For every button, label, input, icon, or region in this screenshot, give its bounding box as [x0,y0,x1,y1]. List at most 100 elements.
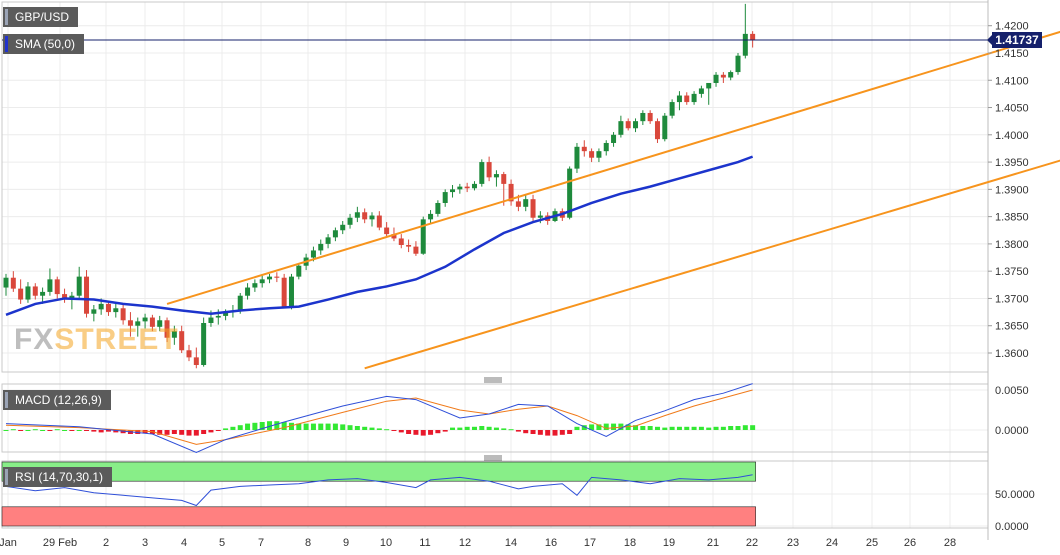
macd-histogram-bar [552,430,558,436]
candle-body [633,121,639,129]
candle-body [62,294,68,299]
x-tick-label: 7 [258,537,264,549]
macd-histogram-bar [10,429,16,431]
x-tick-label: 8 [305,537,311,549]
candle-body [515,201,521,207]
candle-body [471,183,477,189]
macd-histogram-bar [559,430,565,435]
price-tick-label: 1.3800 [995,239,1029,251]
grid-lines [2,2,988,528]
macd-histogram-bar [493,427,499,430]
macd-histogram-bar [252,422,258,430]
candle-body [40,291,46,296]
macd-histogram-bar [515,430,521,432]
x-tick-label: 2 [103,537,109,549]
macd-histogram-bar [274,421,280,430]
watermark-street: STREET [54,323,179,356]
macd-histogram-bar [523,430,529,434]
macd-histogram-bar [479,426,485,430]
candle-body [457,186,463,190]
x-tick-label: 10 [380,537,392,549]
macd-histogram-bar [296,423,302,430]
price-panel-frame [1,1,989,373]
price-tick-label: 1.4100 [995,75,1029,87]
x-tick-label: Jan [0,537,17,549]
rsi-tick-label: 0.0000 [995,521,1029,533]
macd-histogram-bar [654,426,660,430]
candle-body [362,212,368,220]
candle-body [420,219,426,254]
macd-histogram-bar [47,430,53,431]
candle-body [193,357,199,366]
rsi-panel-plot [5,474,753,507]
candle-body [391,234,397,239]
macd-histogram-bar [545,430,551,436]
price-tick-label: 1.4150 [995,48,1029,60]
macd-histogram-bar [486,426,492,430]
macd-histogram-bar [720,426,726,430]
candle-body [486,162,492,178]
x-tick-label: 24 [826,537,838,549]
macd-histogram-bar [354,426,360,430]
candle-body [369,215,375,220]
macd-histogram-bar [567,430,573,434]
candle-body [164,320,170,338]
macd-histogram-bar [398,430,404,433]
macd-histogram-bar [237,425,243,430]
macd-histogram-bar [706,427,712,430]
sma-indicator-label[interactable]: SMA (50,0) [3,34,85,54]
x-tick-label: 25 [866,537,878,549]
macd-histogram-bar [574,426,580,430]
price-tick-label: 1.4050 [995,103,1029,115]
macd-histogram-bar [508,429,514,431]
candle-body [523,199,529,207]
x-tick-label: 23 [787,537,799,549]
macd-histogram-bar [332,423,338,430]
candle-body [223,312,229,316]
macd-histogram-bar [420,430,426,436]
candlesticks [3,3,756,369]
candle-body [501,174,507,184]
macd-panel-frame [1,383,989,453]
price-tick-label: 1.3950 [995,157,1029,169]
macd-indicator-label[interactable]: MACD (12,26,9) [3,390,111,410]
candle-body [625,121,631,129]
macd-histogram-bar [318,423,324,430]
x-tick-label: 14 [505,537,517,549]
candle-body [76,276,82,296]
x-tick-label: 18 [624,537,636,549]
candle-body [18,288,24,300]
macd-histogram-bar [25,430,31,431]
macd-histogram-bar [230,426,236,430]
overlay-lines [2,30,1060,370]
macd-line [5,383,753,453]
macd-histogram-bar [662,427,668,430]
macd-histogram-bar [369,427,375,430]
panel-resize-handles[interactable] [484,377,502,461]
price-tick-label: 1.4000 [995,130,1029,142]
candle-body [347,217,353,225]
macd-histogram-bar [310,423,316,430]
candle-body [142,317,148,322]
candle-body [647,112,653,122]
macd-tick-label: 0.0050 [995,385,1029,397]
macd-tick-label: 0.0000 [995,425,1029,437]
macd-histogram-bar [596,424,602,430]
x-tick-label: 16 [545,537,557,549]
rsi-indicator-label[interactable]: RSI (14,70,30,1) [3,467,113,487]
x-tick-label: 21 [707,537,719,549]
macd-histogram-bar [684,426,690,430]
candle-body [201,322,207,366]
macd-histogram-bar [633,425,639,430]
candle-body [611,134,617,143]
candle-body [259,279,265,284]
macd-histogram-bar [201,430,207,434]
price-axis: 1.4200 1.4150 1.4100 1.4050 1.4000 1.3950 1.39… [988,21,1035,533]
macd-histogram-bar [471,426,477,430]
symbol-label[interactable]: GBP/USD [3,7,79,27]
macd-histogram-bar [98,430,104,433]
macd-histogram-bar [406,430,412,434]
candle-body [669,102,675,116]
macd-histogram-bar [713,426,719,430]
